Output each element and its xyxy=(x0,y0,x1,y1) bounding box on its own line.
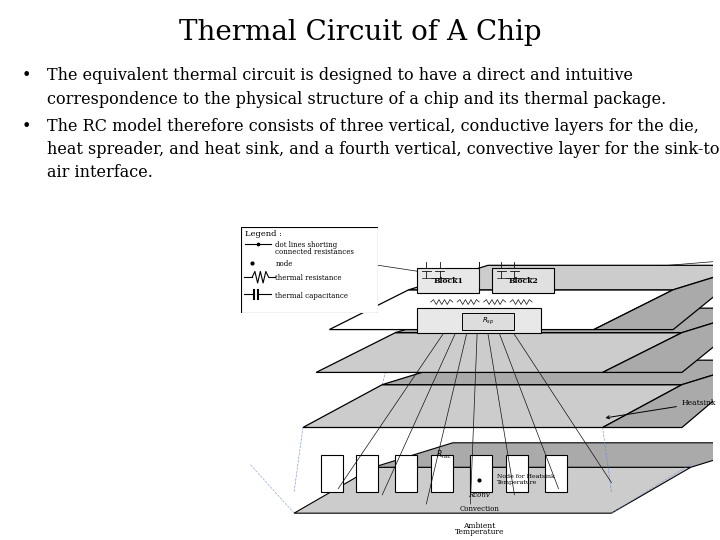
Polygon shape xyxy=(382,360,720,384)
Polygon shape xyxy=(418,308,541,333)
Polygon shape xyxy=(294,467,690,513)
Polygon shape xyxy=(594,265,720,329)
Text: Node for Heatsink
Temperature: Node for Heatsink Temperature xyxy=(497,474,554,485)
Polygon shape xyxy=(462,313,515,329)
Text: Rconv: Rconv xyxy=(468,491,490,499)
Text: correspondence to the physical structure of a chip and its thermal package.: correspondence to the physical structure… xyxy=(47,91,666,107)
Polygon shape xyxy=(470,455,492,492)
Text: Legend :: Legend : xyxy=(246,230,282,238)
Polygon shape xyxy=(492,268,554,293)
Text: Silicon Die: Silicon Die xyxy=(0,539,1,540)
Text: thermal capacitance: thermal capacitance xyxy=(276,292,348,300)
Text: $R_{nsc}$: $R_{nsc}$ xyxy=(436,449,452,461)
Polygon shape xyxy=(603,308,720,373)
Text: dot lines shorting: dot lines shorting xyxy=(276,241,338,249)
Polygon shape xyxy=(374,443,720,467)
Polygon shape xyxy=(603,360,720,428)
Polygon shape xyxy=(316,333,682,373)
Text: Heat Spreader: Heat Spreader xyxy=(0,539,1,540)
Polygon shape xyxy=(431,455,453,492)
Text: Block3: Block3 xyxy=(463,316,495,325)
Polygon shape xyxy=(409,265,720,290)
Text: Block2: Block2 xyxy=(508,276,538,285)
Polygon shape xyxy=(395,455,418,492)
Polygon shape xyxy=(320,455,343,492)
Polygon shape xyxy=(395,308,720,333)
Text: heat spreader, and heat sink, and a fourth vertical, convective layer for the si: heat spreader, and heat sink, and a four… xyxy=(47,141,720,158)
Text: air interface.: air interface. xyxy=(47,164,153,181)
Text: $R_{sp}$: $R_{sp}$ xyxy=(482,315,494,327)
Text: •: • xyxy=(22,118,31,134)
Text: connected resistances: connected resistances xyxy=(276,248,354,256)
Polygon shape xyxy=(418,268,480,293)
Text: node: node xyxy=(276,260,293,268)
Text: Ambient: Ambient xyxy=(463,522,495,530)
Text: thermal resistance: thermal resistance xyxy=(276,274,342,282)
Polygon shape xyxy=(356,455,378,492)
Polygon shape xyxy=(303,384,682,428)
Polygon shape xyxy=(505,455,528,492)
Polygon shape xyxy=(329,290,673,329)
Text: Convection: Convection xyxy=(459,504,499,512)
Text: The equivalent thermal circuit is designed to have a direct and intuitive: The equivalent thermal circuit is design… xyxy=(47,68,633,84)
Text: Heatsink: Heatsink xyxy=(606,399,716,418)
Text: •: • xyxy=(22,68,31,84)
Polygon shape xyxy=(545,455,567,492)
Text: Temperature: Temperature xyxy=(454,529,504,536)
Text: The RC model therefore consists of three vertical, conductive layers for the die: The RC model therefore consists of three… xyxy=(47,118,698,134)
Text: Block1: Block1 xyxy=(433,276,463,285)
Text: Thermal Circuit of A Chip: Thermal Circuit of A Chip xyxy=(179,19,541,46)
